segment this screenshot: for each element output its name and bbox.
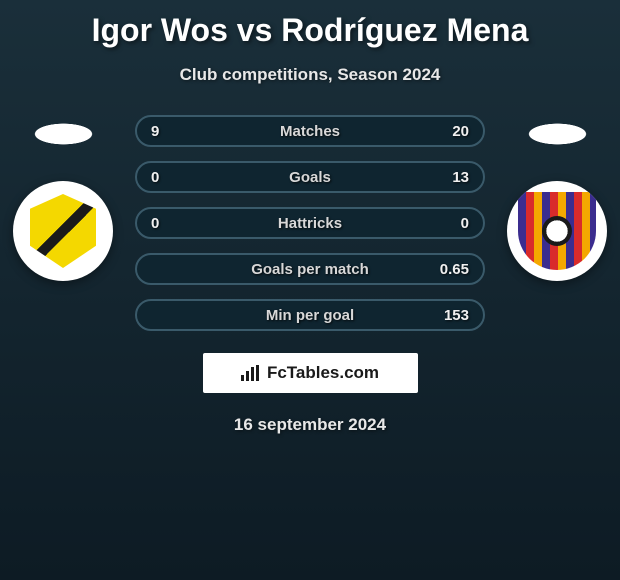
stats-list: 9 Matches 20 0 Goals 13 0 Hattricks 0 Go…: [135, 115, 485, 331]
stat-right-value: 0.65: [429, 261, 469, 278]
team-crest-right-icon: [518, 192, 596, 270]
subtitle: Club competitions, Season 2024: [0, 65, 620, 85]
team-badge-left: [13, 181, 113, 281]
brand-text: FcTables.com: [267, 363, 379, 383]
player-right-column: [502, 115, 612, 281]
stat-row-goals-per-match: Goals per match 0.65: [135, 253, 485, 285]
brand-badge: FcTables.com: [203, 353, 418, 393]
player-left-column: [8, 115, 118, 281]
stat-right-value: 20: [429, 123, 469, 140]
stat-row-matches: 9 Matches 20: [135, 115, 485, 147]
stat-left-value: 0: [151, 215, 191, 232]
stat-row-goals: 0 Goals 13: [135, 161, 485, 193]
player-right-silhouette: [505, 115, 610, 153]
stat-right-value: 13: [429, 169, 469, 186]
player-left-silhouette: [11, 115, 116, 153]
stat-row-min-per-goal: Min per goal 153: [135, 299, 485, 331]
stat-left-value: 9: [151, 123, 191, 140]
stat-left-value: 0: [151, 169, 191, 186]
team-crest-left-icon: [30, 194, 96, 268]
stat-right-value: 0: [429, 215, 469, 232]
comparison-panel: 9 Matches 20 0 Goals 13 0 Hattricks 0 Go…: [0, 115, 620, 435]
bar-chart-icon: [241, 365, 261, 381]
team-badge-right: [507, 181, 607, 281]
date-label: 16 september 2024: [0, 415, 620, 435]
page-title: Igor Wos vs Rodríguez Mena: [0, 0, 620, 49]
stat-row-hattricks: 0 Hattricks 0: [135, 207, 485, 239]
stat-right-value: 153: [429, 307, 469, 324]
